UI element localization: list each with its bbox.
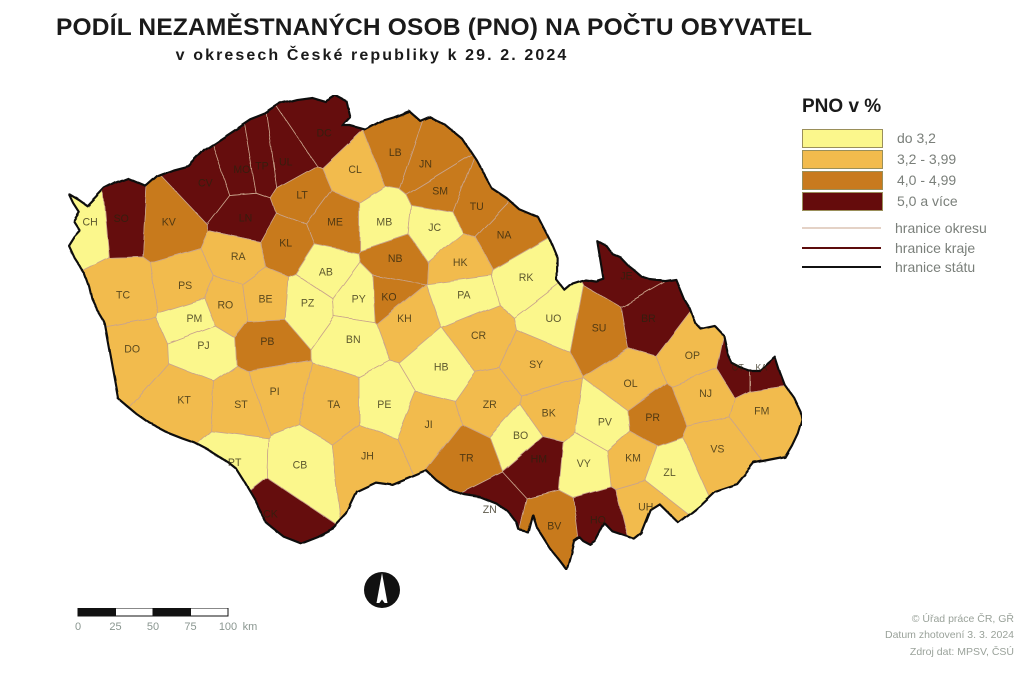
svg-text:PR: PR xyxy=(645,412,660,424)
svg-text:KH: KH xyxy=(397,313,412,325)
svg-text:KT: KT xyxy=(177,394,191,406)
svg-text:UO: UO xyxy=(545,313,561,325)
svg-text:ZR: ZR xyxy=(483,399,497,411)
svg-text:OP: OP xyxy=(685,350,700,362)
svg-text:NJ: NJ xyxy=(699,388,712,400)
svg-text:CL: CL xyxy=(348,164,361,176)
svg-text:TP: TP xyxy=(255,160,268,172)
svg-text:PZ: PZ xyxy=(301,297,315,309)
svg-text:JI: JI xyxy=(424,419,432,431)
svg-text:UH: UH xyxy=(638,501,653,513)
svg-text:BK: BK xyxy=(542,407,557,419)
svg-text:KV: KV xyxy=(162,216,177,228)
svg-text:LN: LN xyxy=(239,212,252,224)
svg-text:NB: NB xyxy=(388,253,403,265)
svg-text:HK: HK xyxy=(453,257,468,269)
svg-text:MO: MO xyxy=(233,164,250,176)
svg-text:km: km xyxy=(243,621,258,633)
svg-text:ME: ME xyxy=(327,216,343,228)
svg-text:PY: PY xyxy=(352,293,366,305)
svg-text:50: 50 xyxy=(147,621,159,633)
svg-text:LT: LT xyxy=(296,189,308,201)
svg-text:HB: HB xyxy=(434,361,449,373)
svg-text:PM: PM xyxy=(186,313,202,325)
svg-text:ZL: ZL xyxy=(663,467,675,479)
svg-text:100: 100 xyxy=(219,621,237,633)
svg-text:PT: PT xyxy=(228,457,242,469)
svg-text:DO: DO xyxy=(124,343,140,355)
svg-text:JH: JH xyxy=(361,450,374,462)
svg-text:DC: DC xyxy=(316,127,331,139)
svg-text:VY: VY xyxy=(577,458,591,470)
svg-text:CR: CR xyxy=(471,330,486,342)
svg-text:HO: HO xyxy=(590,514,606,526)
svg-text:ZN: ZN xyxy=(483,504,497,516)
svg-text:SM: SM xyxy=(432,185,448,197)
svg-text:RA: RA xyxy=(231,251,246,263)
svg-text:75: 75 xyxy=(184,621,196,633)
svg-text:0: 0 xyxy=(75,621,81,633)
svg-text:TU: TU xyxy=(470,201,484,213)
svg-text:OT: OT xyxy=(732,362,745,372)
svg-text:HM: HM xyxy=(531,453,547,465)
svg-text:BE: BE xyxy=(259,293,273,305)
svg-text:PI: PI xyxy=(270,386,280,398)
svg-text:ST: ST xyxy=(234,399,248,411)
svg-text:MB: MB xyxy=(376,216,392,228)
svg-text:BN: BN xyxy=(346,334,361,346)
svg-text:BR: BR xyxy=(641,313,656,325)
svg-text:SU: SU xyxy=(592,322,607,334)
svg-text:CH: CH xyxy=(83,216,98,228)
svg-text:KA: KA xyxy=(756,362,768,372)
svg-text:BV: BV xyxy=(547,520,562,532)
svg-text:UL: UL xyxy=(279,156,292,168)
svg-text:VS: VS xyxy=(710,443,724,455)
svg-text:25: 25 xyxy=(109,621,121,633)
svg-text:TA: TA xyxy=(327,399,340,411)
svg-text:JE: JE xyxy=(620,270,632,282)
svg-text:JC: JC xyxy=(428,222,441,234)
svg-text:PB: PB xyxy=(260,336,274,348)
svg-text:OL: OL xyxy=(624,378,638,390)
svg-text:CK: CK xyxy=(263,508,278,520)
svg-text:RK: RK xyxy=(519,272,534,284)
svg-text:SO: SO xyxy=(114,213,129,225)
svg-text:PJ: PJ xyxy=(197,340,209,352)
svg-text:CV: CV xyxy=(198,178,213,190)
svg-text:RO: RO xyxy=(217,299,233,311)
svg-text:FM: FM xyxy=(754,405,769,417)
svg-text:KL: KL xyxy=(279,237,292,249)
svg-text:NA: NA xyxy=(497,230,512,242)
svg-text:LB: LB xyxy=(389,147,402,159)
svg-text:PE: PE xyxy=(377,399,391,411)
svg-text:TC: TC xyxy=(116,289,130,301)
svg-text:KM: KM xyxy=(625,452,641,464)
svg-text:BO: BO xyxy=(513,430,528,442)
svg-text:PS: PS xyxy=(178,280,192,292)
svg-text:JN: JN xyxy=(419,158,432,170)
svg-text:CB: CB xyxy=(293,459,308,471)
svg-text:PA: PA xyxy=(457,289,471,301)
svg-text:SY: SY xyxy=(529,359,543,371)
svg-text:TR: TR xyxy=(460,452,474,464)
svg-text:KO: KO xyxy=(381,291,396,303)
svg-text:PV: PV xyxy=(598,416,613,428)
svg-text:AB: AB xyxy=(319,266,333,278)
